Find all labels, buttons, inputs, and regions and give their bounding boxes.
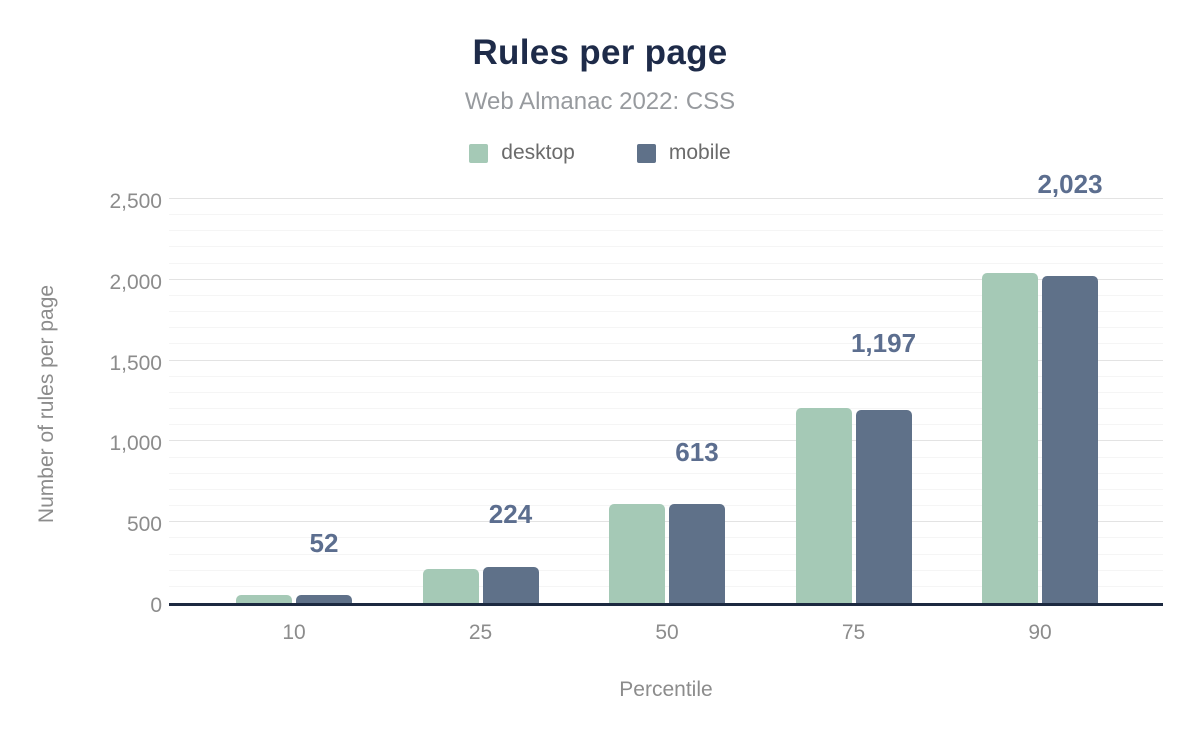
data-label-p50: 613 bbox=[675, 436, 719, 467]
legend-swatch-mobile bbox=[636, 143, 656, 163]
data-label-p10: 52 bbox=[309, 527, 339, 558]
legend-label-mobile: mobile bbox=[668, 141, 731, 164]
x-tick-label: 90 bbox=[1028, 621, 1052, 644]
minor-gridline bbox=[169, 262, 1163, 264]
y-tick-label: 2,000 bbox=[109, 270, 162, 294]
plot-area: 52 224 613 1,197 2,023 bbox=[169, 169, 1163, 606]
minor-gridline bbox=[169, 311, 1163, 313]
legend-swatch-desktop bbox=[469, 143, 489, 163]
y-tick-label: 500 bbox=[126, 513, 162, 537]
y-tick-label: 1,000 bbox=[109, 432, 162, 456]
major-gridline bbox=[169, 278, 1163, 280]
bar-mobile-p50[interactable] bbox=[669, 503, 725, 603]
x-axis-title: Percentile bbox=[619, 678, 713, 701]
chart-subtitle: Web Almanac 2022: CSS bbox=[464, 88, 736, 115]
bar-desktop-p90[interactable] bbox=[982, 273, 1038, 603]
minor-gridline bbox=[169, 553, 1163, 555]
legend-item-desktop[interactable]: desktop bbox=[469, 141, 575, 165]
major-gridline bbox=[169, 521, 1163, 523]
data-label-p75: 1,197 bbox=[850, 327, 917, 358]
bar-mobile-p90[interactable] bbox=[1042, 276, 1098, 603]
chart-title: Rules per page bbox=[472, 33, 728, 72]
minor-gridline bbox=[169, 472, 1163, 474]
legend-item-mobile[interactable]: mobile bbox=[636, 141, 731, 165]
minor-gridline bbox=[169, 585, 1163, 587]
minor-gridline bbox=[169, 424, 1163, 426]
x-tick-label: 25 bbox=[468, 621, 493, 644]
bar-mobile-p10[interactable] bbox=[296, 594, 352, 603]
x-tick-label: 75 bbox=[841, 621, 866, 644]
bar-desktop-p75[interactable] bbox=[795, 407, 852, 603]
y-tick-label: 1,500 bbox=[109, 351, 162, 375]
minor-gridline bbox=[169, 214, 1163, 216]
y-tick-label: 2,500 bbox=[109, 190, 162, 213]
minor-gridline bbox=[169, 505, 1163, 507]
data-label-p25: 224 bbox=[488, 498, 533, 529]
minor-gridline bbox=[169, 408, 1163, 410]
minor-gridline bbox=[169, 537, 1163, 539]
x-axis-tick-labels: 10 25 50 75 90 bbox=[169, 621, 1163, 649]
legend-label-desktop: desktop bbox=[501, 141, 575, 164]
y-tick-label: 0 bbox=[150, 594, 162, 617]
y-axis-tick-labels: 0 500 1,000 1,500 2,000 2,500 bbox=[0, 190, 162, 617]
major-gridline bbox=[169, 359, 1163, 361]
bar-mobile-p25[interactable] bbox=[482, 566, 539, 603]
minor-gridline bbox=[169, 230, 1163, 232]
minor-gridline bbox=[169, 375, 1163, 377]
bar-desktop-p50[interactable] bbox=[609, 503, 665, 603]
minor-gridline bbox=[169, 488, 1163, 490]
minor-gridline bbox=[169, 246, 1163, 248]
legend: desktop mobile bbox=[0, 141, 1200, 165]
x-tick-label: 10 bbox=[282, 621, 306, 644]
major-gridline bbox=[169, 198, 1163, 199]
bar-desktop-p10[interactable] bbox=[236, 595, 292, 603]
minor-gridline bbox=[169, 294, 1163, 296]
bar-mobile-p75[interactable] bbox=[855, 409, 912, 603]
minor-gridline bbox=[169, 569, 1163, 571]
data-label-p90: 2,023 bbox=[1037, 169, 1103, 200]
x-tick-label: 50 bbox=[655, 621, 679, 644]
minor-gridline bbox=[169, 456, 1163, 458]
minor-gridline bbox=[169, 327, 1163, 329]
minor-gridline bbox=[169, 343, 1163, 345]
bar-desktop-p25[interactable] bbox=[422, 569, 479, 603]
major-gridline bbox=[169, 440, 1163, 442]
minor-gridline bbox=[169, 391, 1163, 393]
